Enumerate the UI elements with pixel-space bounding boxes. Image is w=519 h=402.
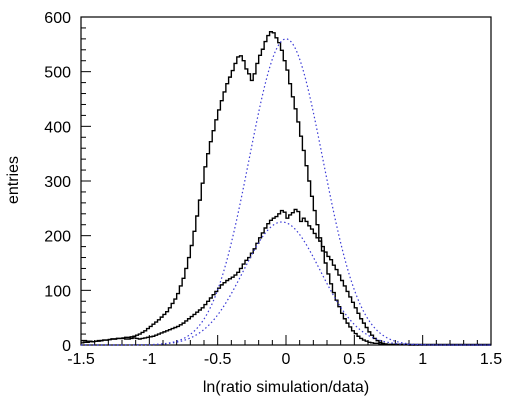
series-layer — [81, 31, 491, 346]
x-axis-ticks — [80, 335, 492, 345]
x-axis-label: ln(ratio simulation/data) — [203, 379, 369, 396]
y-tick-label: 300 — [44, 174, 71, 191]
y-tick-label: 600 — [44, 10, 71, 27]
x-tick-label: 1.5 — [480, 351, 502, 368]
x-tick-label: -0.5 — [204, 351, 232, 368]
x-tick-label: 1 — [418, 351, 427, 368]
x-tick-label: -1.5 — [67, 351, 95, 368]
y-tick-label: 0 — [62, 338, 71, 355]
x-tick-label: 0 — [282, 351, 291, 368]
y-tick-label: 400 — [44, 119, 71, 136]
y-axis-ticks — [81, 16, 91, 346]
y-tick-label: 200 — [44, 229, 71, 246]
histogram-series-1 — [81, 208, 491, 346]
x-tick-label: -1 — [142, 351, 156, 368]
fit-curve-series-2 — [81, 38, 491, 346]
y-tick-label: 100 — [44, 283, 71, 300]
y-axis-label: entries — [5, 156, 22, 204]
y-tick-label: 500 — [44, 65, 71, 82]
x-axis-tick-labels: -1.5 -1 -0.5 0 0.5 1 1.5 — [67, 351, 502, 368]
fit-curve-series-3 — [81, 221, 491, 346]
x-tick-label: 0.5 — [343, 351, 365, 368]
histogram-series-0 — [81, 31, 491, 346]
y-axis-tick-labels: 0 100 200 300 400 500 600 — [44, 10, 71, 355]
